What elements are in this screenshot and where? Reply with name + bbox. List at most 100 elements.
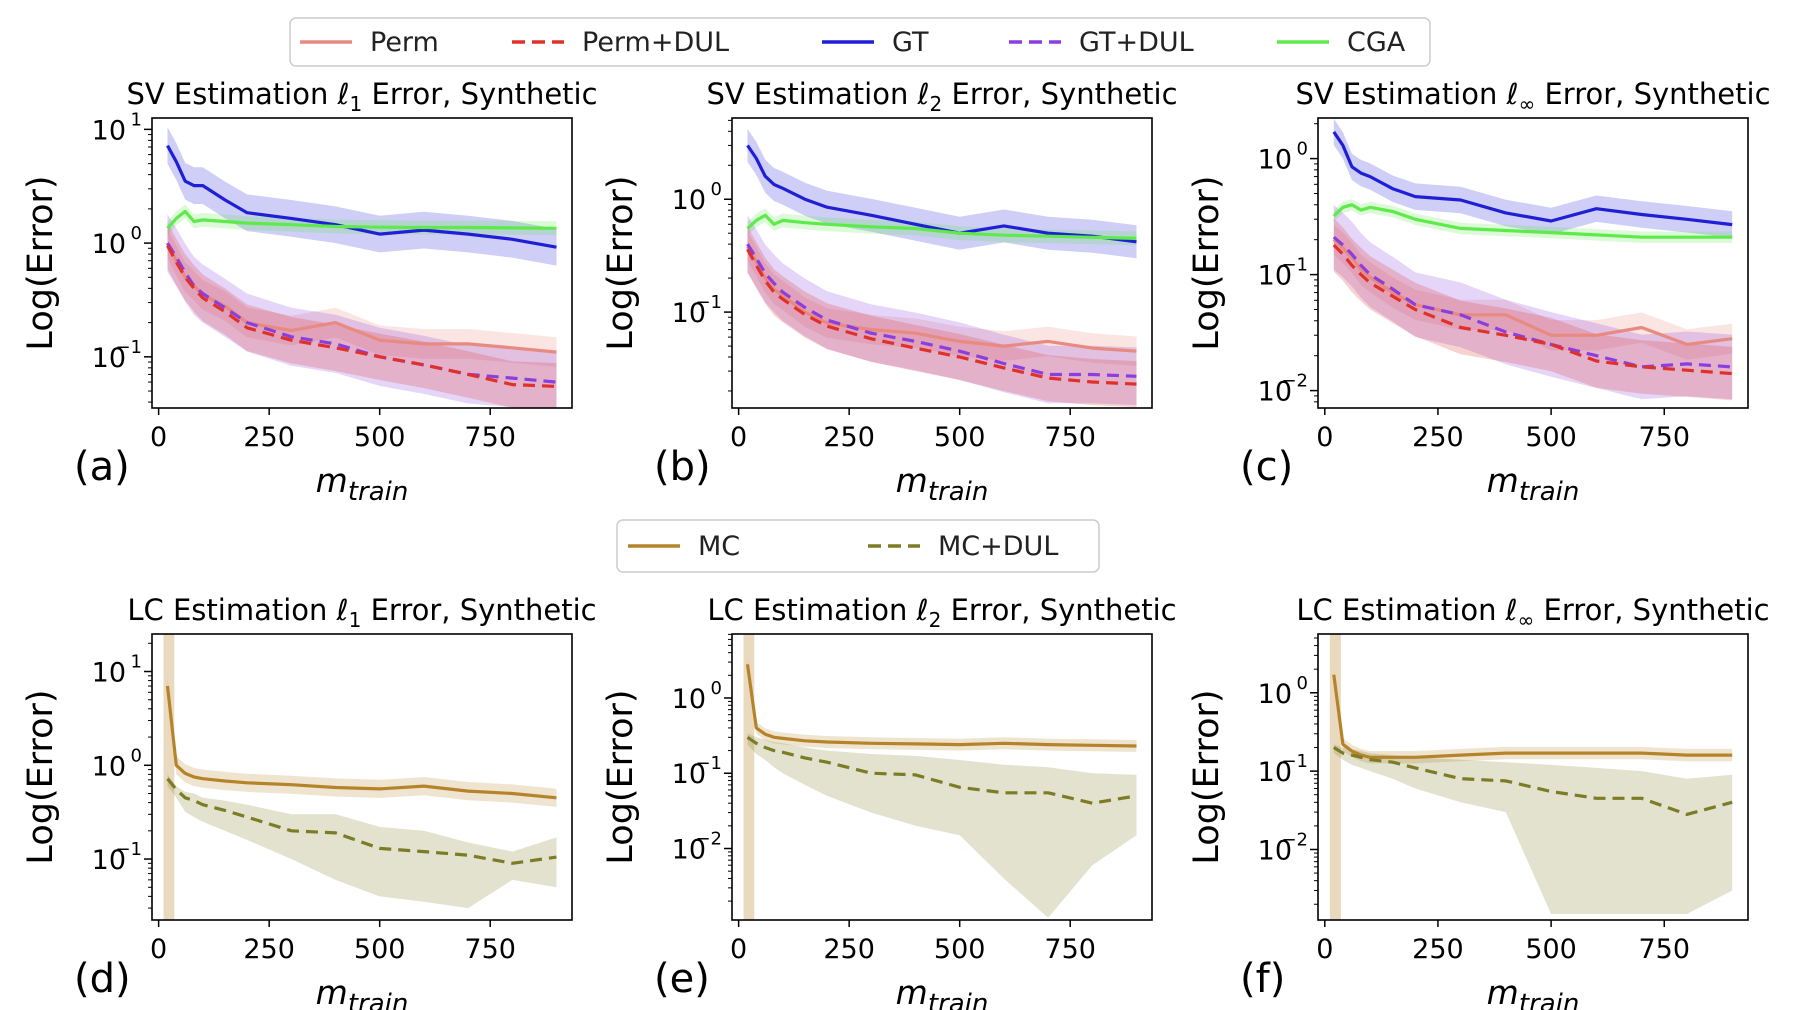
x-axis-label: mtrain	[316, 461, 409, 507]
y-tick-exponent: −1	[1281, 751, 1308, 772]
y-tick-exponent: −1	[115, 839, 142, 860]
confidence-band-mc-dul	[1333, 744, 1733, 914]
x-tick-label: 500	[354, 422, 406, 453]
axes-frame	[1317, 633, 1749, 921]
x-axis-label: mtrain	[316, 973, 409, 1010]
x-tick-label: 0	[150, 934, 167, 965]
y-tick-label: 10	[1258, 679, 1292, 710]
legend-frame	[616, 519, 1100, 573]
x-tick-label: 0	[1316, 934, 1333, 965]
plot-area	[1329, 634, 1733, 920]
x-tick-label: 500	[1525, 934, 1577, 965]
series-line-cga	[746, 213, 1137, 240]
y-tick-exponent: −1	[115, 337, 142, 358]
y-axis-label: Log(Error)	[601, 175, 641, 350]
x-tick-label: 750	[1638, 934, 1690, 965]
series-line-mc-dul	[746, 735, 1137, 805]
y-tick-exponent: −2	[1281, 371, 1308, 392]
confidence-band-perm-dul	[1333, 218, 1733, 401]
plot-area	[163, 634, 557, 920]
series-line-perm-dul	[166, 244, 557, 388]
x-tick-label: 500	[934, 934, 986, 965]
series-line-gt	[746, 144, 1137, 244]
y-tick-exponent: −2	[1281, 829, 1308, 850]
x-tick-label: 0	[730, 422, 747, 453]
y-tick-exponent: 0	[1297, 673, 1308, 694]
y-tick-exponent: −2	[695, 829, 722, 850]
x-tick-label: 500	[1525, 422, 1577, 453]
y-tick-label: 10	[672, 835, 706, 866]
axes-frame	[151, 117, 573, 409]
series-line-gt-dul	[746, 243, 1137, 378]
y-tick-exponent: −1	[695, 292, 722, 313]
confidence-band-perm	[747, 232, 1137, 366]
variance-spike-band	[163, 634, 175, 920]
y-tick-label: 10	[1258, 377, 1292, 408]
chart-title: LC Estimation ℓ∞ Error, Synthetic	[1296, 593, 1769, 632]
panel-letter: (c)	[1240, 444, 1293, 490]
series-line-cga	[166, 209, 557, 230]
series-line-perm	[1332, 238, 1733, 346]
y-tick-exponent: 0	[711, 678, 722, 699]
y-tick-exponent: 1	[131, 109, 142, 130]
panel-letter: (a)	[74, 444, 130, 490]
confidence-band-mc	[1333, 668, 1733, 764]
confidence-band-mc	[747, 658, 1137, 752]
y-axis-label: Log(Error)	[1187, 175, 1227, 350]
x-tick-label: 250	[1412, 934, 1464, 965]
series-line-mc-dul	[1332, 746, 1733, 816]
confidence-band-perm-dul	[747, 226, 1137, 408]
x-tick-label: 750	[1638, 422, 1690, 453]
confidence-band-cga	[1333, 199, 1733, 243]
x-tick-label: 750	[464, 422, 516, 453]
x-tick-label: 250	[1412, 422, 1464, 453]
legend-label-perm-dul: Perm+DUL	[582, 27, 729, 58]
y-tick-label: 10	[672, 759, 706, 790]
x-tick-label: 750	[1044, 422, 1096, 453]
y-tick-label: 10	[1258, 835, 1292, 866]
y-tick-label: 10	[92, 845, 126, 876]
series-line-mc-dul	[166, 777, 557, 865]
legend-label-cga: CGA	[1347, 27, 1406, 58]
plot-area	[743, 634, 1137, 920]
axes-frame	[1317, 117, 1749, 409]
y-tick-label: 10	[92, 751, 126, 782]
x-tick-label: 0	[1316, 422, 1333, 453]
top-legend: Perm Perm+DUL GT GT+DUL CGA	[289, 17, 1431, 67]
legend-label-mc-dul: MC+DUL	[938, 531, 1058, 562]
confidence-band-perm	[1333, 224, 1733, 360]
y-tick-label: 10	[1258, 261, 1292, 292]
x-tick-label: 500	[934, 422, 986, 453]
legend-label-mc: MC	[698, 531, 740, 562]
y-axis-label: Log(Error)	[21, 175, 61, 350]
bottom-legend: MC MC+DUL	[616, 519, 1100, 573]
chart-title: SV Estimation ℓ∞ Error, Synthetic	[1295, 77, 1770, 116]
y-tick-label: 10	[92, 229, 126, 260]
y-tick-label: 10	[672, 298, 706, 329]
series-line-perm-dul	[1332, 243, 1733, 376]
x-tick-label: 250	[243, 934, 295, 965]
confidence-band-gt	[1333, 118, 1733, 238]
x-tick-label: 250	[823, 934, 875, 965]
x-tick-label: 250	[243, 422, 295, 453]
legend-label-perm: Perm	[370, 27, 439, 58]
panel-letter: (b)	[654, 444, 711, 490]
y-tick-exponent: −1	[695, 753, 722, 774]
y-tick-label: 10	[672, 684, 706, 715]
legend-label-gt-dul: GT+DUL	[1079, 27, 1194, 58]
y-axis-label: Log(Error)	[21, 689, 61, 864]
confidence-band-perm-dul	[167, 222, 557, 408]
chart-title: LC Estimation ℓ1 Error, Synthetic	[127, 593, 596, 632]
x-tick-label: 750	[1044, 934, 1096, 965]
series-line-gt	[166, 144, 557, 249]
x-axis-label: mtrain	[1487, 461, 1580, 507]
panel-letter: (d)	[74, 956, 131, 1002]
legend-label-gt: GT	[892, 27, 929, 58]
y-tick-label: 10	[1258, 757, 1292, 788]
series-line-cga	[1332, 203, 1733, 239]
